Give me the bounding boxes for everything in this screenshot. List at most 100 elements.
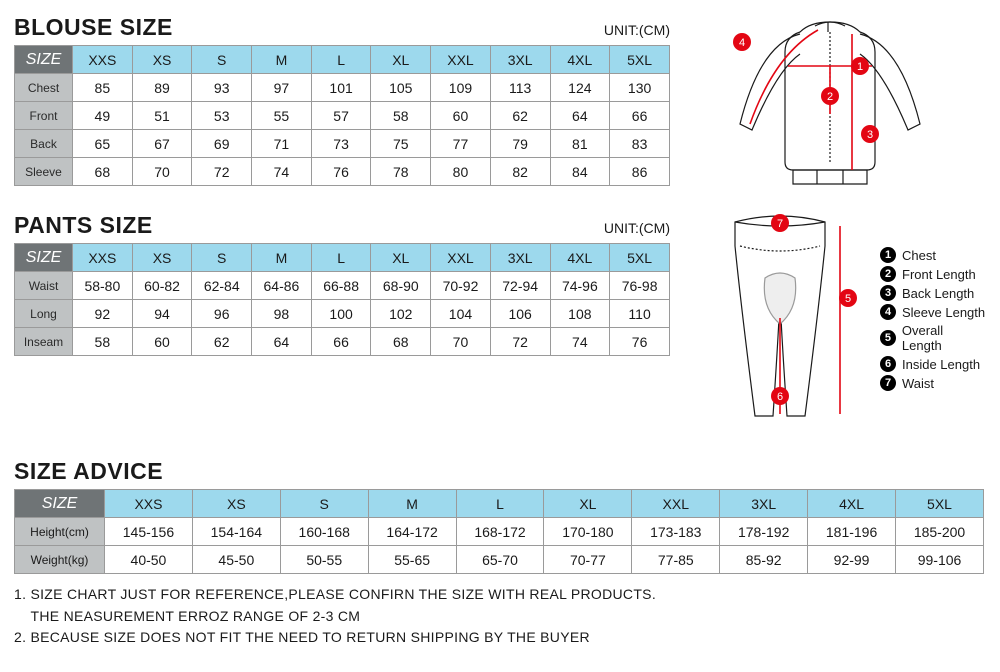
cell: 50-55 (280, 546, 368, 574)
cell: 68 (371, 328, 431, 356)
col-header: XXS (73, 244, 133, 272)
jersey-diagram: 1 2 3 4 (680, 14, 980, 214)
col-header: XS (192, 490, 280, 518)
cell: 49 (73, 102, 133, 130)
col-header: XL (371, 244, 431, 272)
legend-label: Sleeve Length (902, 305, 985, 320)
row-label: Weight(kg) (15, 546, 105, 574)
legend-item: 3Back Length (880, 285, 986, 301)
marker-4: 4 (739, 37, 745, 49)
cell: 60 (431, 102, 491, 130)
cell: 160-168 (280, 518, 368, 546)
cell: 68 (73, 158, 133, 186)
col-header: S (192, 244, 252, 272)
cell: 67 (132, 130, 192, 158)
legend-label: Inside Length (902, 357, 980, 372)
cell: 62 (490, 102, 550, 130)
cell: 53 (192, 102, 252, 130)
col-header: M (252, 244, 312, 272)
cell: 74 (252, 158, 312, 186)
cell: 71 (252, 130, 312, 158)
cell: 58 (73, 328, 133, 356)
cell: 65-70 (456, 546, 544, 574)
col-header: XL (371, 46, 431, 74)
cell: 79 (490, 130, 550, 158)
cell: 51 (132, 102, 192, 130)
col-header: S (192, 46, 252, 74)
legend-dot: 5 (880, 330, 896, 346)
cell: 72-94 (490, 272, 550, 300)
cell: 70 (431, 328, 491, 356)
cell: 55 (252, 102, 312, 130)
cell: 76 (610, 328, 670, 356)
legend-item: 7Waist (880, 375, 986, 391)
cell: 55-65 (368, 546, 456, 574)
legend-item: 4 Sleeve Length (880, 304, 986, 320)
cell: 72 (490, 328, 550, 356)
cell: 110 (610, 300, 670, 328)
cell: 77-85 (632, 546, 720, 574)
marker-2: 2 (827, 91, 833, 103)
col-header: XS (132, 46, 192, 74)
note-line-3: 2. BECAUSE SIZE DOES NOT FIT THE NEED TO… (14, 627, 986, 649)
table-row: Inseam58606264666870727476 (15, 328, 670, 356)
legend-label: Front Length (902, 267, 976, 282)
table-row: Long92949698100102104106108110 (15, 300, 670, 328)
cell: 84 (550, 158, 610, 186)
pants-title: PANTS SIZE UNIT:(CM) (14, 212, 670, 239)
cell: 60-82 (132, 272, 192, 300)
cell: 66 (610, 102, 670, 130)
cell: 60 (132, 328, 192, 356)
cell: 124 (550, 74, 610, 102)
cell: 58-80 (73, 272, 133, 300)
cell: 62-84 (192, 272, 252, 300)
row-label: Chest (15, 74, 73, 102)
cell: 96 (192, 300, 252, 328)
cell: 62 (192, 328, 252, 356)
cell: 40-50 (105, 546, 193, 574)
cell: 70 (132, 158, 192, 186)
cell: 94 (132, 300, 192, 328)
cell: 92-99 (808, 546, 896, 574)
cell: 82 (490, 158, 550, 186)
cell: 68-90 (371, 272, 431, 300)
cell: 57 (311, 102, 371, 130)
cell: 170-180 (544, 518, 632, 546)
cell: 85-92 (720, 546, 808, 574)
col-header: 4XL (808, 490, 896, 518)
legend: 1Chest2Front Length3Back Length4Sleeve L… (880, 244, 986, 394)
col-header: 4XL (550, 244, 610, 272)
cell: 168-172 (456, 518, 544, 546)
cell: 64 (550, 102, 610, 130)
marker-7: 7 (777, 218, 783, 230)
cell: 70-77 (544, 546, 632, 574)
col-header: 3XL (490, 244, 550, 272)
cell: 64-86 (252, 272, 312, 300)
legend-dot: 7 (880, 375, 896, 391)
cell: 101 (311, 74, 371, 102)
legend-dot: 4 (880, 304, 896, 320)
cell: 65 (73, 130, 133, 158)
pants-unit: UNIT:(CM) (604, 220, 670, 236)
cell: 77 (431, 130, 491, 158)
cell: 74 (550, 328, 610, 356)
cell: 75 (371, 130, 431, 158)
col-header: XXL (632, 490, 720, 518)
cell: 45-50 (192, 546, 280, 574)
cell: 181-196 (808, 518, 896, 546)
advice-table: SIZEXXSXSSMLXLXXL3XL4XL5XL Height(cm)145… (14, 489, 984, 574)
advice-title: SIZE ADVICE (14, 458, 986, 485)
cell: 76 (311, 158, 371, 186)
cell: 66-88 (311, 272, 371, 300)
cell: 93 (192, 74, 252, 102)
cell: 145-156 (105, 518, 193, 546)
pants-title-text: PANTS SIZE (14, 212, 153, 239)
diagram-area: 1 2 3 4 7 5 6 (680, 14, 986, 438)
size-header: SIZE (15, 46, 73, 74)
size-header: SIZE (15, 490, 105, 518)
cell: 64 (252, 328, 312, 356)
pants-diagram: 7 5 6 (680, 208, 890, 438)
cell: 173-183 (632, 518, 720, 546)
col-header: 5XL (610, 46, 670, 74)
blouse-table: SIZEXXSXSSMLXLXXL3XL4XL5XL Chest85899397… (14, 45, 670, 186)
